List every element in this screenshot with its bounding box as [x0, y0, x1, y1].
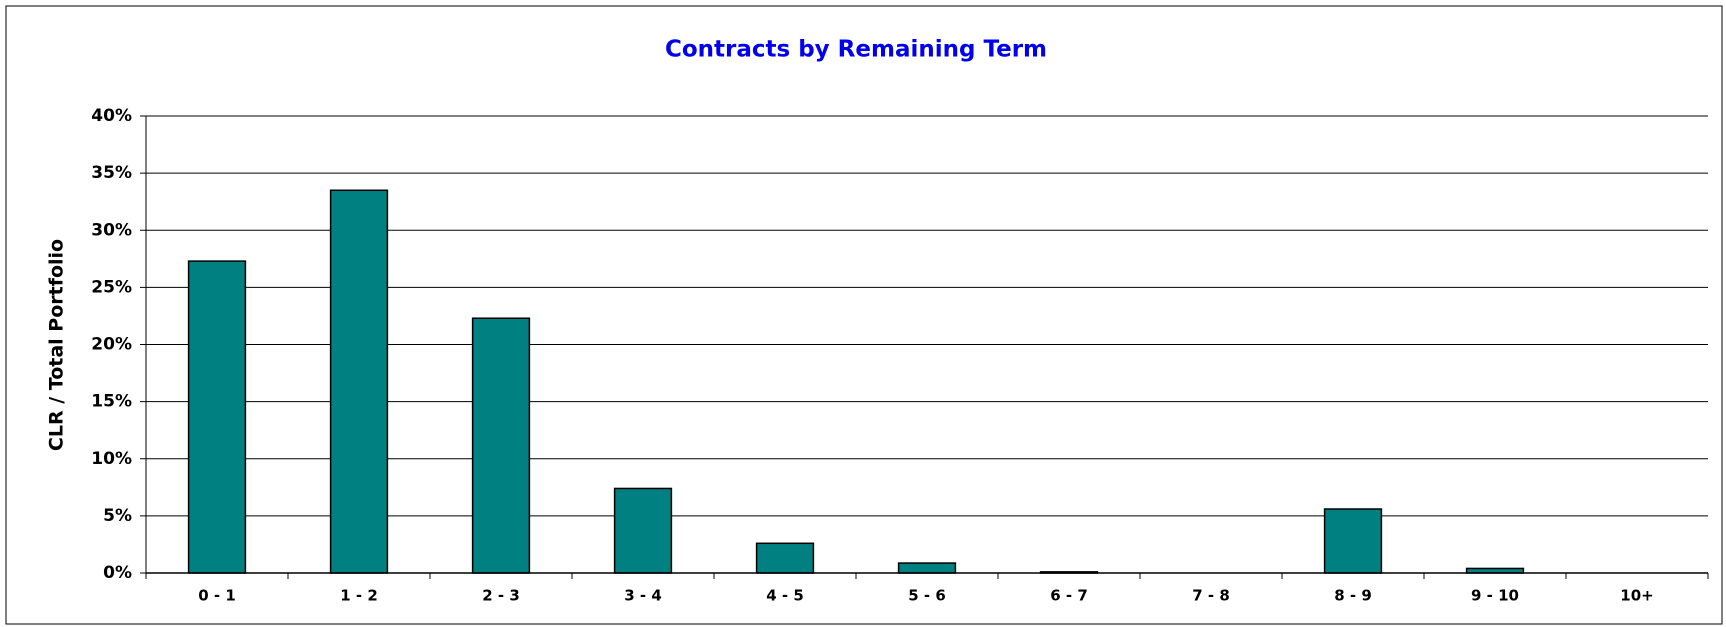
x-tick-label: 10+: [1620, 587, 1653, 605]
chart-frame: [5, 5, 1723, 625]
x-tick-label: 0 - 1: [198, 587, 236, 605]
y-tick-label: 20%: [91, 335, 132, 355]
y-tick-label: 40%: [91, 106, 132, 126]
x-tick-label: 8 - 9: [1334, 587, 1372, 605]
bar: [329, 189, 389, 574]
y-tick-label: 35%: [91, 163, 132, 183]
bar: [471, 317, 531, 574]
y-tick-label: 30%: [91, 220, 132, 240]
y-axis-label: CLR / Total Portfolio: [46, 239, 68, 451]
x-tick-label: 4 - 5: [766, 587, 804, 605]
x-tick-label: 5 - 6: [908, 587, 946, 605]
x-tick-label: 9 - 10: [1471, 587, 1519, 605]
chart-title: Contracts by Remaining Term: [665, 37, 1047, 63]
bar: [1323, 508, 1383, 574]
x-tick-label: 2 - 3: [482, 587, 520, 605]
y-tick-label: 25%: [91, 277, 132, 297]
bar: [897, 562, 957, 574]
y-tick-label: 0%: [103, 563, 132, 583]
bar: [613, 487, 673, 574]
y-tick-label: 10%: [91, 449, 132, 469]
x-tick-label: 1 - 2: [340, 587, 378, 605]
x-tick-label: 7 - 8: [1192, 587, 1230, 605]
x-tick-label: 6 - 7: [1050, 587, 1088, 605]
bar: [755, 542, 815, 574]
x-tick-label: 3 - 4: [624, 587, 662, 605]
bar: [187, 260, 247, 574]
y-tick-label: 15%: [91, 392, 132, 412]
y-tick-label: 5%: [103, 506, 132, 526]
